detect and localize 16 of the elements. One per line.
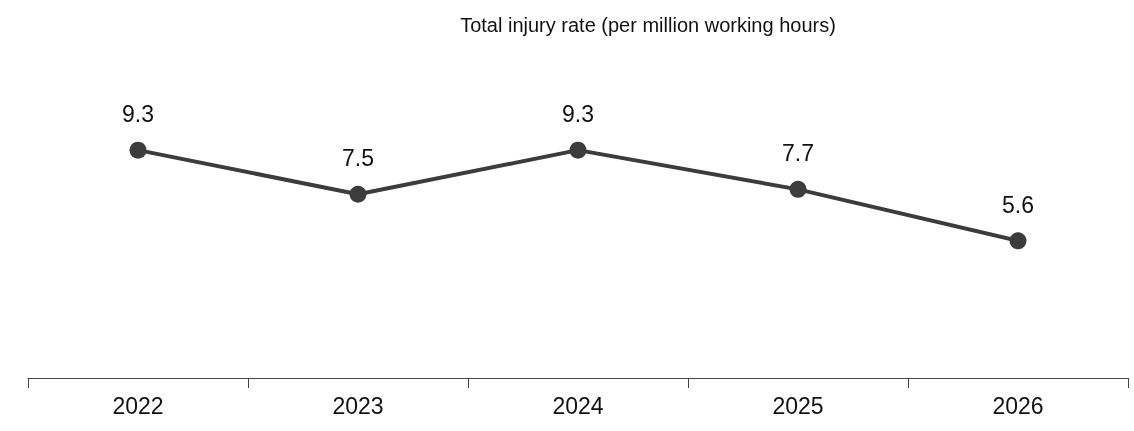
data-label: 7.7 (782, 140, 814, 167)
point (349, 185, 367, 203)
data-label: 5.6 (1002, 191, 1034, 218)
data-label: 7.5 (342, 145, 374, 172)
x-tick-label: 2022 (112, 392, 164, 419)
point (1009, 232, 1027, 250)
data-label: 9.3 (122, 101, 154, 128)
chart-title: Total injury rate (per million working hours) (460, 14, 836, 36)
data-label: 9.3 (562, 101, 594, 128)
point (569, 141, 587, 159)
x-tick-label: 2024 (552, 392, 604, 419)
x-tick-label: 2026 (992, 392, 1044, 419)
point (129, 141, 147, 159)
point (789, 180, 807, 198)
x-tick-label: 2025 (772, 392, 824, 419)
x-tick-label: 2023 (332, 392, 384, 419)
